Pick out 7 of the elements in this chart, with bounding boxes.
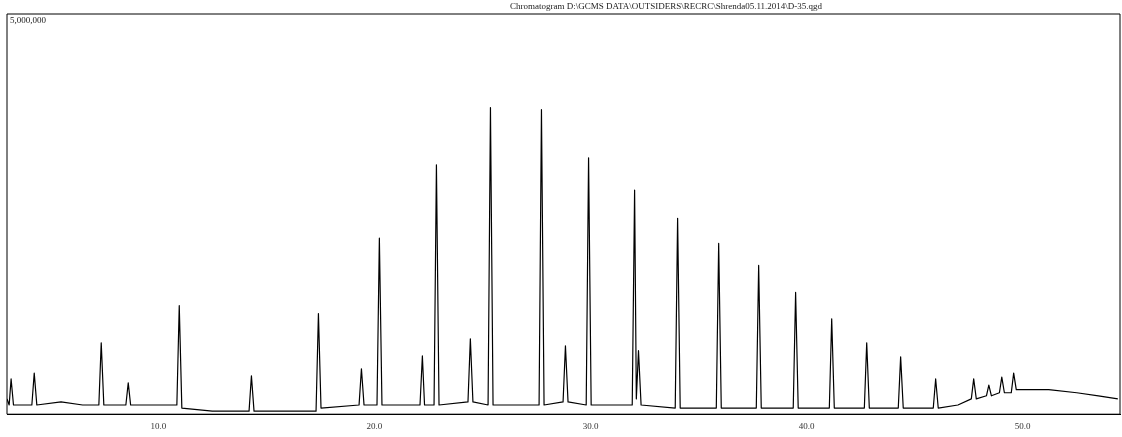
x-tick-label: 50.0 — [1014, 420, 1032, 431]
x-tick-label: 20.0 — [366, 420, 383, 431]
chart-title: Chromatogram D:\GCMS DATA\OUTSIDERS\RECRC\Shrenda05.11.2014\D-35.qgd — [508, 0, 824, 12]
x-tick-label: 40.0 — [798, 420, 816, 431]
x-tick-label: 30.0 — [582, 420, 599, 431]
x-tick-label: 10.0 — [150, 420, 167, 431]
text: 5,000,000 — [10, 14, 47, 25]
